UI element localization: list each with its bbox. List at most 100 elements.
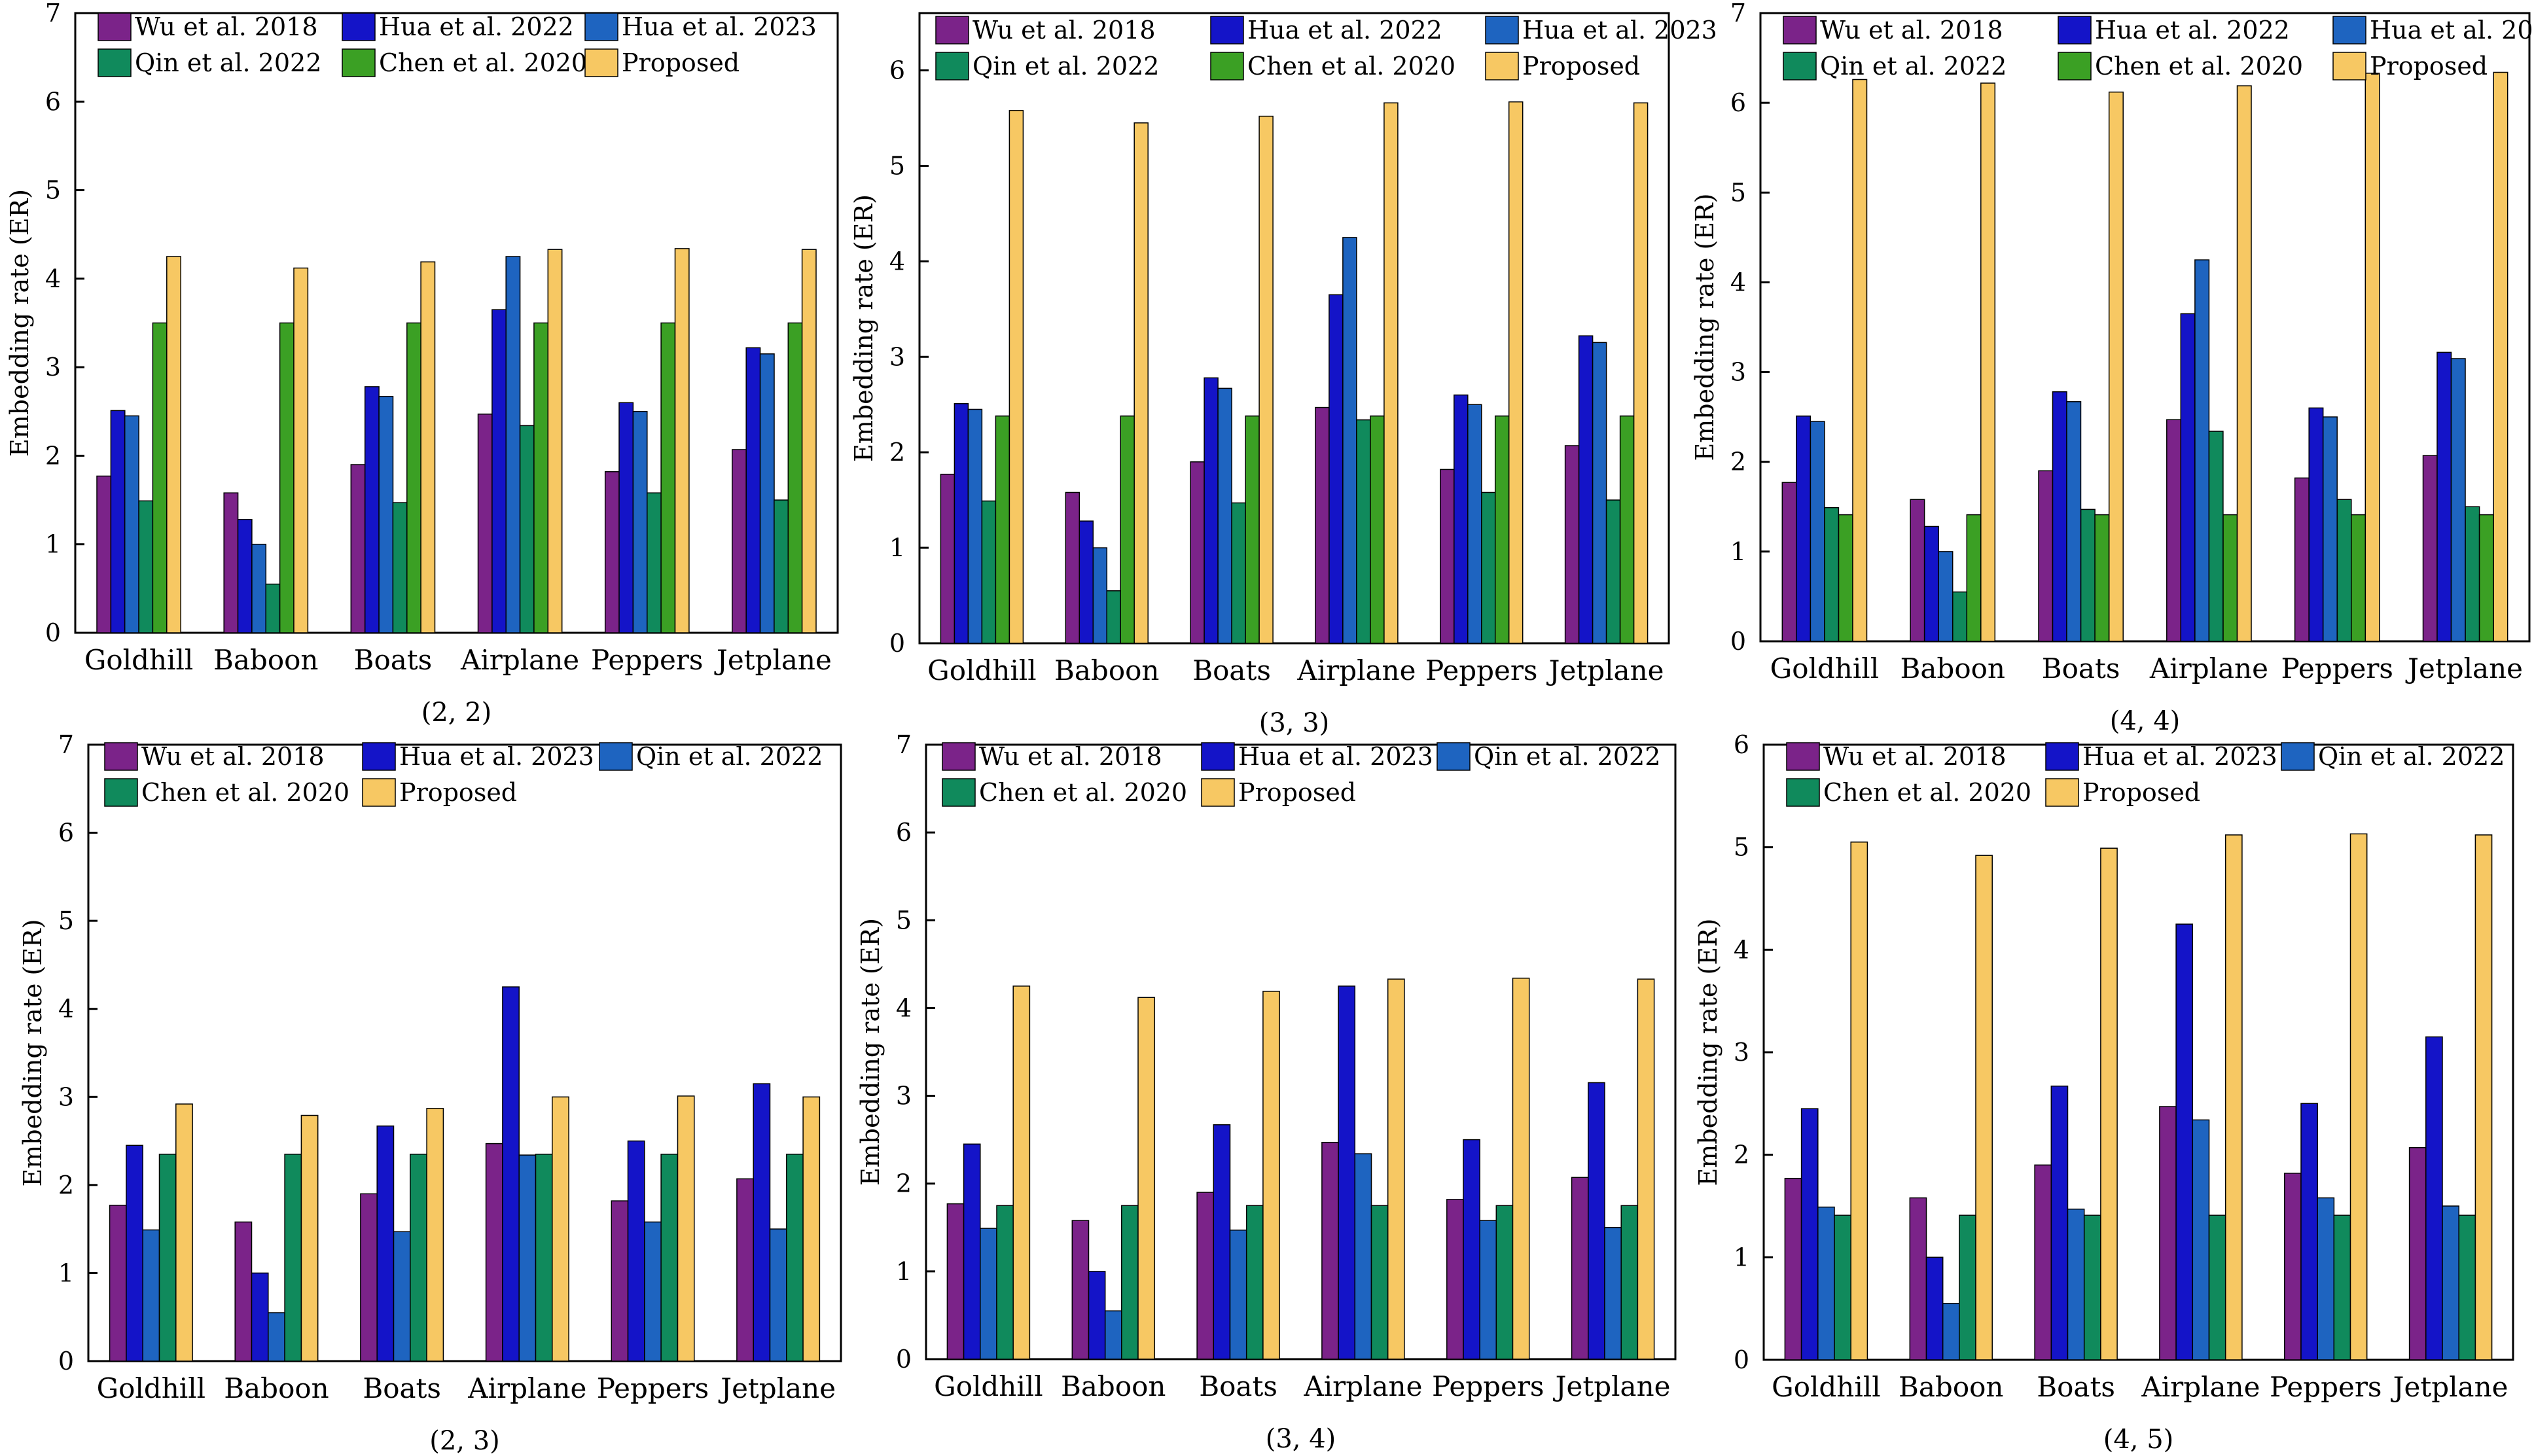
bar-peppers-series-0 [1446, 1199, 1464, 1360]
bar-peppers-series-0 [611, 1200, 629, 1362]
bar-boats-series-4 [2094, 514, 2110, 642]
bar-boats-series-5 [2108, 91, 2124, 642]
legend-swatch [942, 778, 976, 807]
bar-goldhill-series-2 [142, 1229, 160, 1362]
bar-airplane-series-2 [518, 1154, 537, 1362]
plot-frame [87, 743, 842, 1362]
legend-swatch [1437, 742, 1471, 771]
legend-label: Hua et al. 2023 [1238, 742, 1433, 771]
bar-peppers-series-1 [618, 402, 634, 633]
y-tick-label: 3 [45, 353, 61, 382]
y-axis-label: Embedding rate (ER) [856, 918, 885, 1186]
legend-swatch [342, 12, 376, 41]
legend-swatch [2281, 742, 2315, 771]
bar-airplane-series-1 [2175, 923, 2194, 1360]
bar-goldhill-series-1 [954, 403, 969, 644]
bar-baboon-series-1 [237, 519, 253, 633]
y-tick-label: 0 [1730, 627, 1746, 656]
bar-jetplane-series-4 [802, 1096, 821, 1362]
plot-frame [918, 12, 1670, 645]
bar-baboon-series-4 [1120, 415, 1135, 644]
legend-label: Chen et al. 2020 [141, 778, 349, 807]
y-tick-label: 4 [896, 993, 912, 1022]
y-tick-label: 5 [1730, 178, 1746, 207]
bar-boats-series-0 [2038, 470, 2054, 642]
legend-swatch [1201, 742, 1235, 771]
y-tick-label: 1 [1730, 537, 1746, 566]
x-tick-label: Baboon [1900, 652, 2005, 684]
legend-label: Hua et al. 2022 [2095, 16, 2290, 44]
bar-goldhill-series-1 [963, 1143, 981, 1360]
y-tick-label: 2 [896, 1169, 912, 1198]
bar-boats-series-2 [378, 396, 394, 633]
y-tick-label: 6 [889, 56, 905, 85]
bar-baboon-series-0 [1065, 491, 1080, 644]
bar-peppers-series-2 [632, 411, 648, 633]
x-tick-label: Airplane [467, 1372, 586, 1404]
bar-goldhill-series-3 [138, 500, 154, 633]
bar-peppers-series-2 [644, 1221, 662, 1362]
bar-boats-series-1 [1204, 377, 1219, 644]
bar-airplane-series-2 [2194, 259, 2210, 642]
panel-3-4: 0 1 2 3 4 5 6 7 Embedding rate (ER) Goldhill Baboo… [856, 730, 1677, 1454]
x-tick-label: Goldhill [84, 644, 194, 676]
bar-goldhill-series-0 [940, 473, 955, 644]
bar-airplane-series-4 [533, 322, 549, 633]
bar-jetplane-series-1 [1578, 335, 1594, 644]
y-tick-label: 1 [889, 533, 905, 562]
bar-baboon-series-0 [234, 1221, 253, 1362]
y-tick-label: 0 [896, 1345, 912, 1374]
bar-baboon-series-4 [1966, 514, 1982, 642]
y-tick-label: 5 [1734, 833, 1749, 862]
bar-goldhill-series-0 [1784, 1177, 1802, 1360]
bar-peppers-series-0 [604, 471, 620, 633]
bar-peppers-series-5 [674, 248, 690, 633]
bar-goldhill-series-0 [946, 1203, 965, 1360]
bar-airplane-series-1 [2180, 313, 2196, 642]
bar-goldhill-series-1 [1796, 416, 1811, 642]
x-tick-label: Jetplane [718, 1372, 836, 1404]
bar-airplane-series-0 [485, 1143, 503, 1362]
bar-jetplane-series-4 [1619, 415, 1635, 644]
bar-airplane-series-1 [1338, 985, 1356, 1360]
legend-swatch [2045, 778, 2079, 807]
y-tick-label: 4 [58, 995, 74, 1023]
bar-airplane-series-0 [1321, 1141, 1339, 1360]
x-tick-label: Boats [2042, 652, 2120, 684]
bar-boats-series-0 [1190, 461, 1205, 644]
bar-baboon-series-1 [1923, 525, 1939, 642]
x-tick-label: Baboon [1899, 1371, 2003, 1403]
legend-label: Chen et al. 2020 [379, 48, 587, 77]
bar-boats-series-1 [1213, 1124, 1231, 1360]
panel-caption: (3, 3) [1259, 708, 1330, 738]
bar-peppers-series-3 [647, 492, 662, 633]
y-tick-label: 5 [58, 906, 74, 935]
legend-label: Hua et al. 2022 [379, 12, 574, 41]
panel-4-4: 0 1 2 3 4 5 6 7 Embedding rate (ER) Goldhill Baboo… [1690, 0, 2534, 736]
bar-airplane-series-5 [1383, 102, 1399, 644]
bar-baboon-series-5 [1980, 82, 1996, 642]
panel-3-3: 0 1 2 3 4 5 6 Embedding rate (ER) Goldhill Baboon… [849, 12, 1717, 738]
bar-goldhill-series-2 [1810, 421, 1825, 642]
bar-goldhill-series-4 [175, 1103, 193, 1362]
legend-swatch [2045, 742, 2079, 771]
bar-jetplane-series-3 [2458, 1215, 2476, 1360]
bar-peppers-series-3 [1481, 491, 1496, 644]
bar-boats-series-3 [1245, 1205, 1264, 1360]
bar-goldhill-series-4 [1850, 842, 1868, 1360]
bar-airplane-series-5 [2236, 85, 2252, 642]
bar-goldhill-series-4 [1012, 985, 1031, 1360]
y-tick-label: 0 [45, 618, 61, 647]
plot-frame [74, 12, 839, 634]
legend-label: Qin et al. 2022 [2318, 742, 2505, 771]
bar-goldhill-series-0 [1781, 482, 1797, 642]
bar-jetplane-series-0 [732, 449, 747, 633]
bar-peppers-series-3 [2336, 499, 2352, 642]
bar-jetplane-series-4 [787, 322, 803, 633]
bar-baboon-series-3 [1952, 591, 1968, 642]
bar-baboon-series-5 [1133, 122, 1149, 644]
bar-peppers-series-3 [2333, 1215, 2351, 1360]
bar-airplane-series-4 [1387, 978, 1405, 1360]
legend-swatch [2332, 16, 2366, 44]
bar-airplane-series-4 [1370, 415, 1385, 644]
